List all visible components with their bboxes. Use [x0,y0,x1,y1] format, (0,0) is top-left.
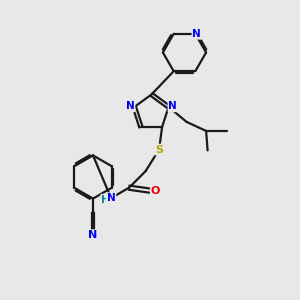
Text: N: N [168,101,177,111]
Text: N: N [88,230,98,240]
Text: N: N [192,29,201,39]
Text: H: H [101,195,110,205]
Text: O: O [151,186,160,196]
Text: N: N [107,193,116,203]
Text: S: S [155,145,163,154]
Text: N: N [126,101,135,111]
